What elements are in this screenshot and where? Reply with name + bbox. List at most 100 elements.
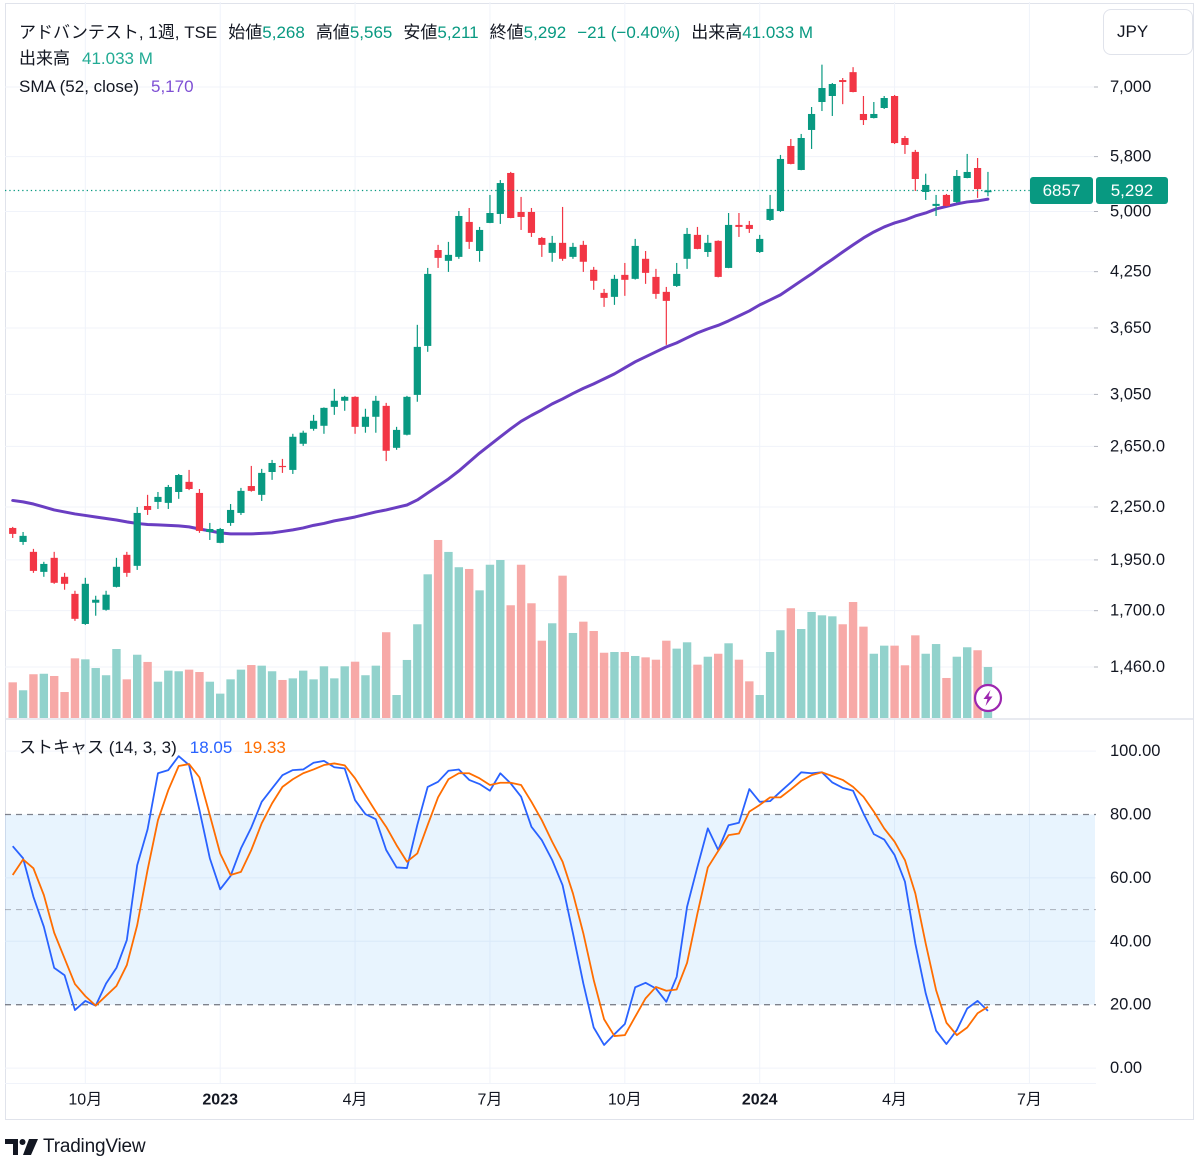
candle	[475, 226, 484, 262]
time-tick-label: 2023	[202, 1092, 238, 1109]
candle-body	[517, 211, 525, 217]
volume-bar	[838, 624, 847, 718]
candle	[330, 388, 338, 415]
candle-body	[278, 465, 287, 468]
tradingview-logo-icon	[5, 1139, 38, 1155]
close-value: 5,292	[523, 23, 567, 42]
candle-body	[507, 172, 515, 219]
candle-body	[735, 224, 743, 227]
candle-body	[880, 98, 888, 108]
volume-bar	[599, 652, 609, 718]
candle	[341, 395, 349, 411]
stoch-legend-label[interactable]: ストキャス (14, 3, 3)	[19, 738, 177, 757]
time-axis[interactable]: 10月 2023 4月 7月 10月 2024 4月 7月	[68, 1092, 1041, 1109]
candle-body	[807, 113, 816, 130]
candle-body	[953, 175, 961, 202]
candle-body	[922, 184, 930, 192]
candle-body	[50, 557, 58, 583]
candle	[839, 78, 847, 105]
price-axis[interactable]: 7,000 5,800 5,000 4,250 3,650 3,050 2,650.0 2,2…	[1094, 78, 1165, 676]
candle-body	[247, 486, 255, 491]
volume-bar	[371, 665, 381, 718]
candle	[901, 135, 909, 154]
candle-body	[175, 475, 183, 492]
symbol-title[interactable]: アドバンテスト, 1週, TSE	[19, 23, 218, 42]
volume-bar	[18, 690, 28, 718]
candle	[662, 286, 670, 345]
candle-body	[973, 167, 982, 190]
volume-bar	[703, 656, 713, 718]
candle	[278, 458, 287, 473]
candle	[859, 95, 868, 125]
volume-bar	[880, 645, 889, 718]
candle	[922, 173, 930, 200]
candle	[309, 414, 318, 431]
candle-body	[673, 273, 681, 286]
volume-bar	[122, 679, 132, 718]
candle-body	[496, 183, 504, 214]
candle-body	[403, 396, 411, 435]
candle	[579, 240, 587, 272]
candle-body	[195, 492, 204, 531]
lightning-icon[interactable]	[973, 683, 1003, 713]
candle-body	[19, 535, 27, 542]
volume-legend-label[interactable]: 出来高	[19, 49, 70, 68]
candle	[870, 102, 878, 119]
candle	[299, 430, 307, 446]
price-tick-label: 3,650	[1110, 319, 1151, 337]
candle-body	[112, 566, 121, 587]
volume-bar	[548, 623, 557, 718]
volume-bar	[60, 692, 69, 718]
candle-body	[299, 432, 307, 444]
candle	[735, 212, 743, 237]
volume-bar	[516, 564, 526, 718]
volume-bar	[288, 678, 298, 718]
brand-name: TradingView	[43, 1136, 146, 1157]
candle-body	[206, 528, 214, 532]
candle	[776, 154, 785, 212]
candle	[984, 171, 992, 197]
sma-legend-label[interactable]: SMA (52, close)	[19, 77, 139, 96]
volume-bar	[101, 675, 111, 718]
volume-bar	[568, 632, 578, 718]
candle	[527, 207, 536, 237]
candle	[621, 262, 629, 296]
candle-body	[289, 436, 297, 470]
candle-body	[133, 512, 141, 566]
candle-body	[92, 599, 100, 603]
volume-bar	[392, 695, 401, 718]
tradingview-logo[interactable]: TradingView	[5, 1135, 146, 1159]
candle	[444, 241, 453, 272]
stoch-axis[interactable]: 100.00 80.00 60.00 40.00 20.00 0.00	[1110, 742, 1160, 1077]
price-tick-label: 5,000	[1110, 203, 1151, 221]
candle-body	[704, 242, 712, 252]
candle-body	[714, 240, 722, 277]
volume-bar	[734, 659, 744, 718]
volume-bar	[869, 653, 879, 718]
candle	[19, 531, 27, 545]
candle	[392, 426, 401, 450]
volume-bar	[765, 651, 775, 718]
candle-body	[309, 420, 318, 429]
volume-bar	[216, 693, 225, 718]
candle-body	[683, 233, 691, 259]
candle-body	[621, 274, 629, 280]
candle-body	[424, 273, 432, 346]
volume-bar	[475, 590, 484, 718]
stoch-k-value: 18.05	[189, 738, 233, 757]
candle-body	[527, 211, 536, 233]
volume-bar	[620, 651, 630, 718]
currency-button[interactable]: JPY	[1103, 9, 1193, 55]
candle	[361, 408, 370, 433]
candle	[29, 548, 38, 573]
candle	[175, 473, 183, 499]
candle	[569, 242, 577, 259]
candle	[289, 433, 297, 474]
volume-bar	[672, 648, 681, 718]
candle	[102, 590, 110, 611]
close-label: 終値	[489, 23, 524, 42]
volume-bar	[848, 602, 858, 718]
candle	[724, 212, 733, 269]
candle	[123, 551, 131, 577]
